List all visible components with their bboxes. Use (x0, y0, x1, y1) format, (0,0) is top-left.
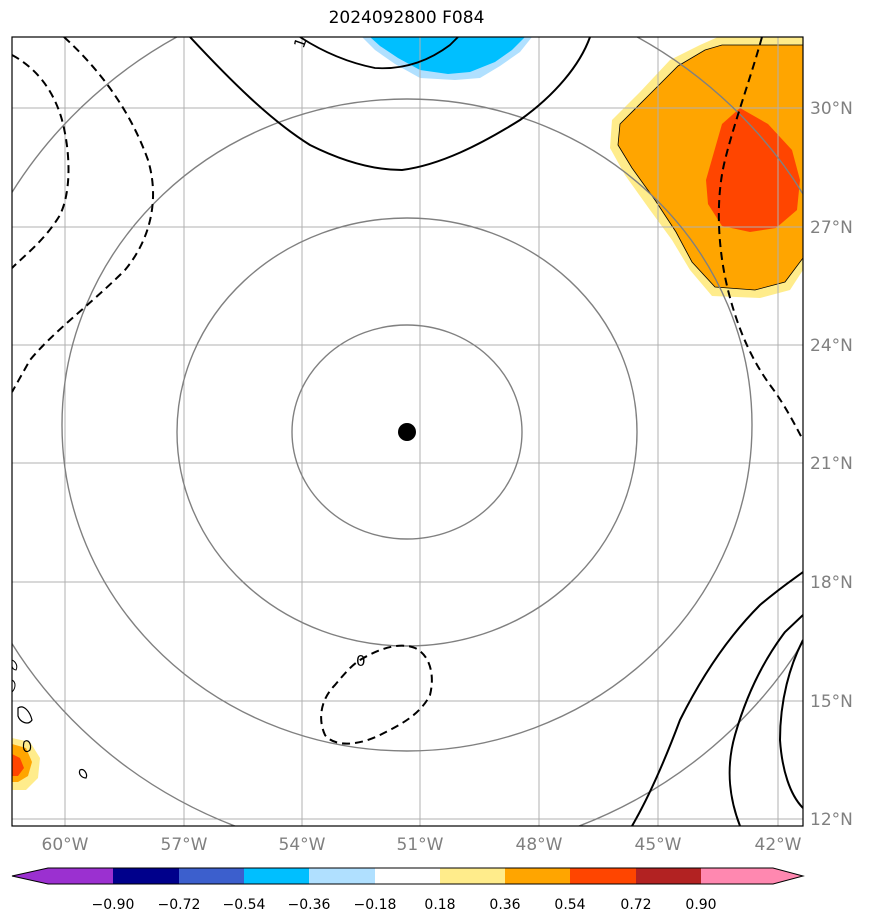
colorbar-swatch (570, 868, 636, 884)
colorbar-tick-label: 0.90 (685, 897, 716, 913)
colorbar-tick-label: −0.90 (92, 897, 135, 913)
lon-label: 45°W (635, 835, 682, 855)
lon-label: 57°W (161, 835, 208, 855)
lon-label: 51°W (397, 835, 444, 855)
colorbar-tick-label: −0.54 (223, 897, 266, 913)
colorbar-swatch (244, 868, 309, 884)
lat-label: 24°N (810, 336, 853, 356)
map-title: 2024092800 F084 (328, 8, 485, 28)
colorbar-tick-label: 0.72 (620, 897, 651, 913)
colorbar-swatch (505, 868, 570, 884)
lon-label: 42°W (755, 835, 802, 855)
colorbar-swatch (309, 868, 375, 884)
colorbar-tick-label: 0.54 (554, 897, 585, 913)
lat-label: 27°N (810, 218, 853, 238)
colorbar-swatch (113, 868, 179, 884)
colorbar-swatch (179, 868, 244, 884)
lon-label: 48°W (516, 835, 563, 855)
contour-label-0: 0 (356, 652, 366, 670)
positive-anomaly-region (610, 37, 803, 298)
negative-anomaly-region (362, 37, 532, 80)
colorbar: −0.90 −0.72 −0.54 −0.36 −0.18 0.18 0.36 … (11, 867, 805, 913)
lat-lon-gridlines (12, 37, 803, 826)
colorbar-tick-label: −0.36 (288, 897, 331, 913)
map-plot-area: 1 0 (12, 35, 803, 826)
colorbar-tick-label: −0.72 (158, 897, 201, 913)
lon-label: 54°W (279, 835, 326, 855)
contour-lines (12, 37, 803, 826)
colorbar-tick-label: 0.36 (489, 897, 520, 913)
lat-label: 15°N (810, 692, 853, 712)
colorbar-tick-label: −0.18 (354, 897, 397, 913)
map-frame (11, 36, 804, 827)
lat-label: 18°N (810, 573, 853, 593)
colorbar-swatch (375, 868, 440, 884)
colorbar-swatch (12, 868, 48, 884)
storm-center-marker (398, 423, 416, 441)
lon-label: 60°W (42, 835, 89, 855)
colorbar-swatch (636, 868, 701, 884)
contour-label-1: 1 (290, 35, 310, 50)
latitude-labels: 30°N 27°N 24°N 21°N 18°N 15°N 12°N (810, 99, 853, 830)
colorbar-swatch (701, 868, 773, 884)
small-anomaly-spots (12, 659, 88, 790)
colorbar-swatch (773, 868, 803, 884)
lat-label: 12°N (810, 810, 853, 830)
range-rings (12, 37, 803, 826)
lat-label: 30°N (810, 99, 853, 119)
colorbar-swatch (440, 868, 505, 884)
colorbar-swatch (48, 868, 113, 884)
colorbar-tick-label: 0.18 (424, 897, 455, 913)
longitude-labels: 60°W 57°W 54°W 51°W 48°W 45°W 42°W (42, 835, 802, 855)
lat-label: 21°N (810, 454, 853, 474)
